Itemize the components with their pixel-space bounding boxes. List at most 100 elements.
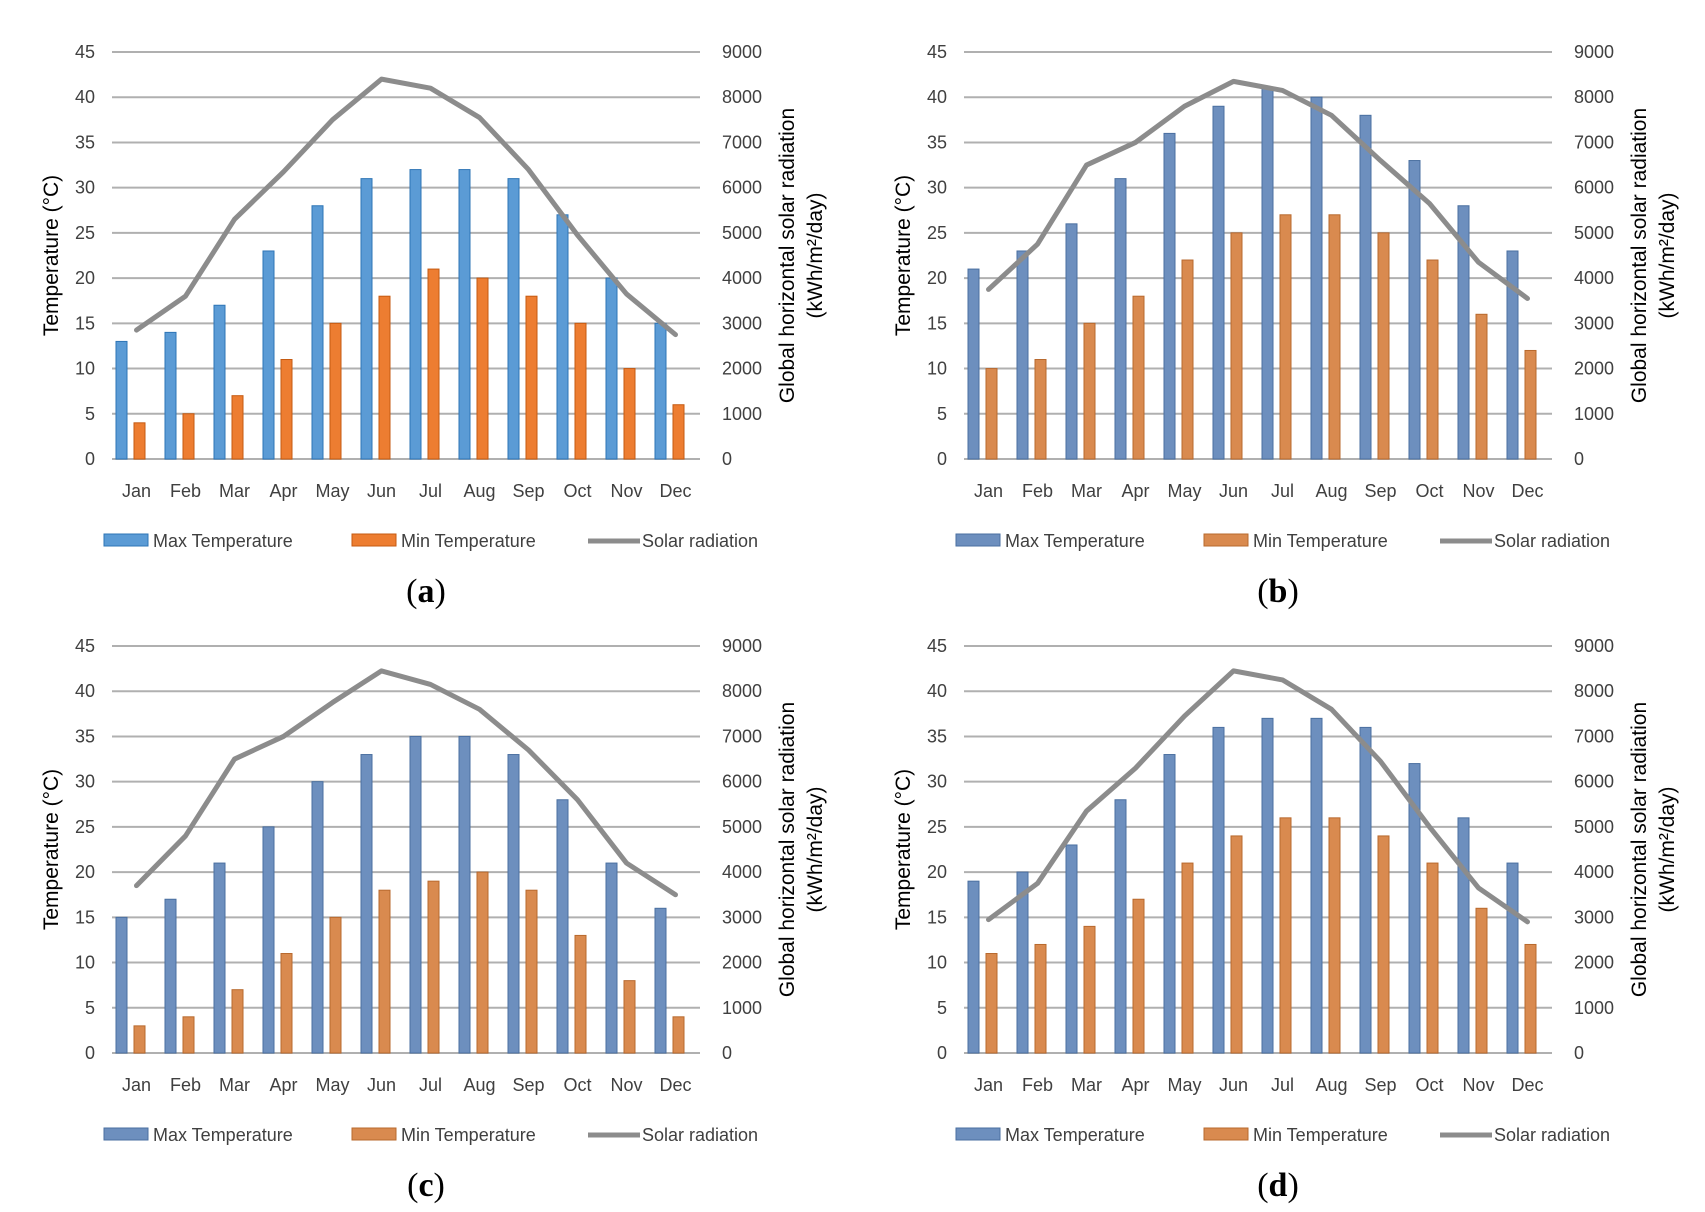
bar-max-temperature (1212, 105, 1225, 460)
y-tick-label: 35 (75, 726, 95, 746)
legend-label-min: Min Temperature (401, 531, 536, 551)
chart-d-svg: 0 5 10 15 20 25 30 35 40 45 0 1000 2000 3000 4000 5000 6… (892, 636, 1679, 1145)
y2-tick-label: 3000 (722, 313, 762, 333)
bar-min-temperature (1181, 259, 1194, 460)
bar-min-temperature (623, 980, 636, 1054)
y2-tick-label: 1000 (722, 998, 762, 1018)
y-tick-label: 10 (927, 953, 947, 973)
bar-max-temperature (164, 898, 177, 1054)
bar-max-temperature (654, 907, 667, 1054)
x-tick-label: Sep (1364, 1075, 1396, 1095)
y-tick-label: 45 (75, 636, 95, 656)
y-tick-label: 30 (927, 772, 947, 792)
bar-max-temperature (458, 735, 471, 1054)
y-tick-label: 45 (75, 42, 95, 62)
y-tick-label: 25 (927, 817, 947, 837)
bar-min-temperature (1132, 295, 1145, 460)
y-tick-label: 10 (75, 359, 95, 379)
bar-max-temperature (967, 880, 980, 1054)
panel-caption-b: (b) (1257, 573, 1299, 610)
y2-tick-label: 4000 (1574, 862, 1614, 882)
y-tick-label: 20 (927, 862, 947, 882)
y2-tick-label: 4000 (1574, 268, 1614, 288)
y-axis-title: Temperature (°C) (892, 769, 915, 930)
y2-tick-label: 8000 (1574, 87, 1614, 107)
x-tick-label: Feb (1022, 1075, 1053, 1095)
x-tick-label: Jul (419, 481, 442, 501)
legend-label-min: Min Temperature (1253, 1125, 1388, 1145)
legend-swatch-min (1203, 1127, 1249, 1141)
x-tick-label: Sep (512, 481, 544, 501)
y-tick-label: 25 (75, 223, 95, 243)
x-tick-label: Nov (610, 481, 642, 501)
chart-b-svg: 0 5 10 15 20 25 30 35 40 45 0 1000 2000 3000 4000 5000 6… (892, 42, 1679, 551)
x-tick-label: Jun (367, 1075, 396, 1095)
x-tick-label: Jun (367, 481, 396, 501)
bar-max-temperature (1114, 799, 1127, 1054)
x-tick-label: May (1167, 481, 1201, 501)
y-tick-label: 35 (927, 726, 947, 746)
x-tick-label: Aug (1315, 481, 1347, 501)
bar-min-temperature (1328, 214, 1341, 460)
bar-max-temperature (262, 826, 275, 1054)
y-tick-label: 40 (75, 681, 95, 701)
bar-min-temperature (378, 295, 391, 460)
y2-tick-label: 7000 (1574, 132, 1614, 152)
y2-tick-label: 9000 (722, 42, 762, 62)
legend-label-max: Max Temperature (1005, 531, 1145, 551)
bar-max-temperature (556, 214, 569, 460)
y2-tick-label: 7000 (1574, 726, 1614, 746)
bar-max-temperature (360, 178, 373, 460)
bar-max-temperature (556, 799, 569, 1054)
y2-tick-label: 3000 (1574, 907, 1614, 927)
x-tick-label: Jul (1271, 1075, 1294, 1095)
bar-max-temperature (1506, 250, 1519, 460)
y2-tick-label: 2000 (722, 953, 762, 973)
y-tick-label: 40 (75, 87, 95, 107)
y-tick-label: 5 (937, 404, 947, 424)
x-tick-label: Nov (1462, 1075, 1494, 1095)
y2-tick-label: 1000 (1574, 998, 1614, 1018)
line-solar-radiation (134, 668, 678, 898)
y-tick-label: 0 (85, 1043, 95, 1063)
bar-max-temperature (1408, 763, 1421, 1054)
legend-swatch-max (103, 533, 149, 547)
x-tick-label: Jan (122, 1075, 151, 1095)
y2-axis-title-units: (kWh/m²/day) (804, 193, 827, 319)
bar-min-temperature (1034, 359, 1047, 460)
bar-min-temperature (1181, 862, 1194, 1054)
bar-min-temperature (182, 1016, 195, 1054)
bar-max-temperature (507, 754, 520, 1054)
line-solar-radiation (986, 78, 1530, 301)
y-tick-label: 20 (927, 268, 947, 288)
y-tick-label: 5 (937, 998, 947, 1018)
y-tick-label: 40 (927, 87, 947, 107)
y2-tick-label: 9000 (722, 636, 762, 656)
x-tick-label: Jan (974, 481, 1003, 501)
y-tick-label: 15 (927, 907, 947, 927)
x-tick-label: Aug (463, 481, 495, 501)
bar-max-temperature (458, 169, 471, 460)
x-tick-label: Jul (419, 1075, 442, 1095)
bar-min-temperature (525, 889, 538, 1054)
legend-swatch-max (103, 1127, 149, 1141)
bar-max-temperature (1016, 871, 1029, 1054)
bar-min-temperature (476, 871, 489, 1054)
legend-label-min: Min Temperature (401, 1125, 536, 1145)
legend-label-max: Max Temperature (1005, 1125, 1145, 1145)
x-tick-label: Jun (1219, 481, 1248, 501)
x-tick-label: Mar (1071, 1075, 1102, 1095)
legend-label-solar: Solar radiation (642, 1125, 758, 1145)
bar-min-temperature (1377, 232, 1390, 460)
panel-caption-a: (a) (406, 573, 446, 610)
x-tick-label: Nov (610, 1075, 642, 1095)
bar-max-temperature (605, 862, 618, 1054)
y2-tick-label: 1000 (722, 404, 762, 424)
panel-caption-c: (c) (407, 1167, 445, 1204)
y-tick-label: 15 (75, 313, 95, 333)
bar-max-temperature (507, 178, 520, 460)
bar-max-temperature (1163, 754, 1176, 1054)
y2-tick-label: 0 (1574, 449, 1584, 469)
y2-tick-label: 6000 (722, 772, 762, 792)
y-axis-title: Temperature (°C) (892, 175, 915, 336)
